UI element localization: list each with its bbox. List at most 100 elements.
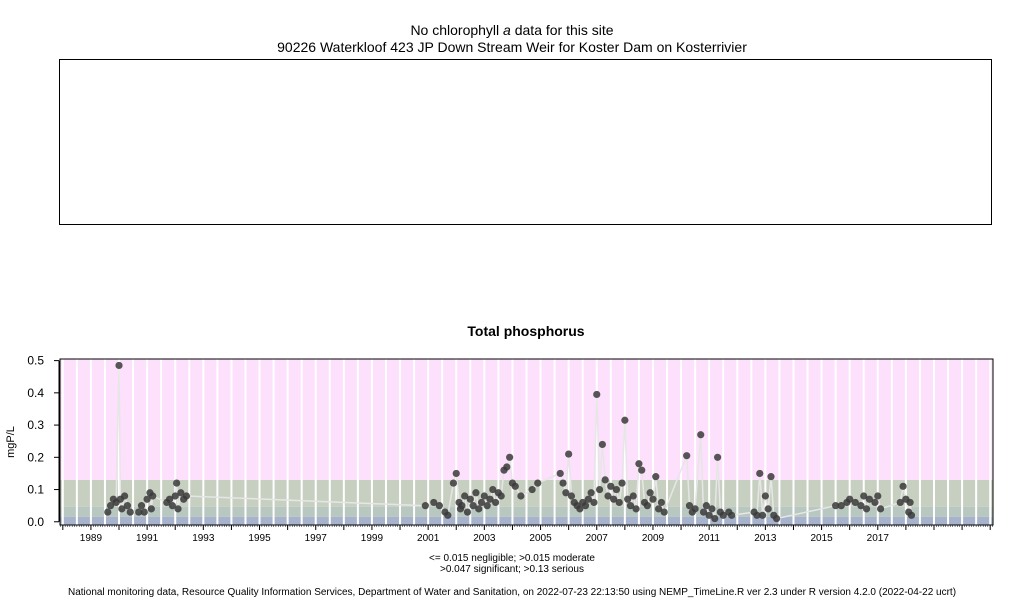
data-point xyxy=(649,495,657,503)
data-point xyxy=(615,498,623,507)
x-tick-label: 1991 xyxy=(136,533,159,544)
data-point xyxy=(896,498,904,507)
data-point xyxy=(165,495,174,503)
data-point xyxy=(466,495,474,503)
x-tick-label: 1995 xyxy=(248,533,271,544)
data-point xyxy=(137,502,146,510)
x-tick-label: 1999 xyxy=(361,533,384,544)
data-point xyxy=(660,508,668,516)
data-point xyxy=(610,495,618,503)
x-tick-label: 1989 xyxy=(80,533,103,544)
data-point xyxy=(469,502,477,510)
data-point xyxy=(147,505,155,513)
x-tick-label: 2005 xyxy=(529,533,552,544)
data-point xyxy=(576,505,584,513)
data-point xyxy=(643,502,651,510)
data-point xyxy=(106,502,115,510)
data-point xyxy=(728,511,736,519)
y-tick-label: 0.1 xyxy=(27,483,44,497)
data-point xyxy=(140,508,148,516)
data-point xyxy=(475,505,483,513)
data-point xyxy=(685,502,694,510)
data-point xyxy=(458,502,466,510)
data-point xyxy=(837,502,845,510)
data-point xyxy=(121,492,129,500)
data-point xyxy=(126,508,134,516)
data-point xyxy=(463,508,472,516)
data-point xyxy=(646,489,654,497)
data-point xyxy=(168,502,177,510)
data-point xyxy=(171,492,179,500)
data-point xyxy=(461,492,469,500)
x-tick-label: 2007 xyxy=(586,533,609,544)
data-point xyxy=(699,508,708,516)
data-point xyxy=(874,492,882,500)
data-point xyxy=(865,495,873,503)
data-point xyxy=(713,453,722,461)
data-point xyxy=(528,485,536,494)
data-point xyxy=(607,482,615,490)
y-axis: 0.0 0.1 0.2 0.3 0.4 0.5 xyxy=(27,354,60,529)
data-point xyxy=(851,498,859,507)
data-point xyxy=(652,473,660,481)
data-point xyxy=(907,511,916,519)
empty-chlorophyll-panel xyxy=(59,59,992,225)
data-point xyxy=(595,485,604,494)
data-point xyxy=(104,508,112,516)
no-data-suffix: data for this site xyxy=(514,22,614,38)
data-point xyxy=(857,502,865,510)
data-point xyxy=(860,492,868,500)
data-point xyxy=(604,492,612,500)
data-point xyxy=(562,489,570,497)
data-point xyxy=(483,502,491,510)
data-point xyxy=(598,440,606,449)
data-point xyxy=(862,505,871,513)
x-tick-label: 1993 xyxy=(192,533,215,544)
data-point xyxy=(906,498,914,507)
data-point xyxy=(435,502,443,510)
data-point xyxy=(430,498,438,507)
data-point xyxy=(621,416,629,424)
data-points xyxy=(104,361,916,523)
data-point xyxy=(711,514,719,523)
data-point xyxy=(149,492,157,500)
data-point xyxy=(719,511,727,519)
data-point xyxy=(761,492,769,500)
x-tick-label: 2001 xyxy=(417,533,440,544)
x-tick-label: 2011 xyxy=(698,533,720,544)
data-point xyxy=(832,502,840,510)
data-point xyxy=(486,495,494,503)
data-point xyxy=(876,505,885,513)
x-tick-label: 1997 xyxy=(305,533,328,544)
data-point xyxy=(177,489,185,497)
data-point xyxy=(638,466,646,474)
data-point xyxy=(506,453,514,461)
data-point xyxy=(489,485,497,494)
data-point xyxy=(143,495,151,503)
data-point xyxy=(559,479,567,487)
data-point xyxy=(449,479,458,487)
y-axis-label: mgP/L xyxy=(5,426,17,458)
data-point xyxy=(708,505,716,513)
x-tick-label: 2013 xyxy=(754,533,777,544)
data-point xyxy=(612,485,621,494)
x-tick-label: 2017 xyxy=(867,533,890,544)
data-point xyxy=(173,479,181,487)
data-point xyxy=(584,495,592,503)
data-point xyxy=(846,495,854,503)
data-point xyxy=(567,492,576,500)
data-point xyxy=(691,505,699,513)
data-point xyxy=(899,482,907,490)
data-point xyxy=(497,492,505,500)
data-point xyxy=(480,492,488,500)
data-point xyxy=(511,482,519,490)
data-point xyxy=(565,450,573,458)
data-point xyxy=(517,492,525,500)
data-point xyxy=(629,492,637,500)
data-point xyxy=(601,476,609,484)
legend-line-2: >0.047 significant; >0.13 serious xyxy=(440,564,584,575)
vertical-gridlines xyxy=(61,359,992,525)
data-point xyxy=(491,498,500,507)
data-point xyxy=(503,463,511,471)
